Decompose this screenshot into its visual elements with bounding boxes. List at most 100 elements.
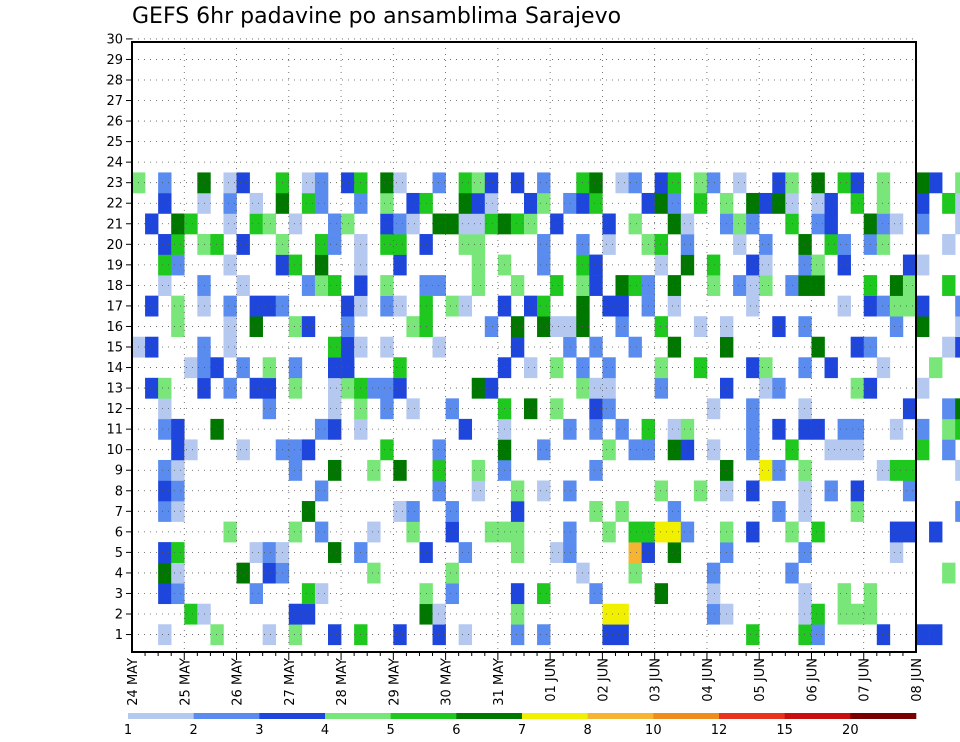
x-tick-label: 31 MAY: [492, 658, 507, 706]
heatmap-cell: [262, 377, 277, 399]
legend-label: 6: [452, 723, 460, 738]
heatmap-cell: [510, 480, 525, 502]
heatmap-cell: [262, 357, 277, 379]
heatmap-cell: [615, 295, 629, 317]
heatmap-cell: [288, 377, 303, 399]
heatmap-cell: [654, 172, 669, 194]
heatmap-cell: [158, 234, 172, 255]
heatmap-cell: [158, 418, 172, 440]
heatmap-cell: [746, 398, 760, 420]
x-tick-label: 25 MAY: [178, 658, 193, 706]
heatmap-cell: [654, 480, 669, 502]
heatmap-cell: [811, 418, 825, 440]
heatmap-cell: [667, 521, 682, 543]
y-tick-label: 9: [115, 464, 123, 479]
heatmap-cell: [393, 295, 407, 317]
heatmap-cell: [902, 275, 917, 296]
heatmap-cell: [942, 418, 956, 440]
heatmap-cell: [432, 603, 446, 625]
heatmap-cell: [563, 418, 577, 440]
heatmap-cell: [171, 583, 185, 605]
heatmap-cell: [602, 295, 616, 317]
y-tick-label: 15: [106, 341, 123, 356]
heatmap-cell: [955, 459, 960, 481]
x-tick-label: 27 MAY: [283, 658, 298, 706]
heatmap-cell: [811, 624, 825, 646]
heatmap-cell: [628, 542, 642, 563]
heatmap-cell: [432, 275, 446, 296]
heatmap-cell: [746, 357, 760, 379]
heatmap-cell: [393, 172, 407, 194]
x-axis: 24 MAY 25 MAY 26 MAY 27 MAY 28 MAY 29 MAY 30 M…: [126, 652, 925, 706]
heatmap-cell: [236, 439, 250, 461]
heatmap-cell: [667, 213, 682, 235]
heatmap-cell: [262, 542, 277, 563]
x-tick-label: 08 JUN: [910, 658, 925, 702]
heatmap-cell: [406, 501, 420, 522]
legend-swatch: [259, 713, 326, 719]
heatmap-cell: [876, 459, 891, 481]
heatmap-cell: [145, 213, 159, 235]
heatmap-cell: [510, 316, 525, 338]
heatmap-cell: [471, 480, 486, 502]
heatmap-cell: [746, 275, 760, 296]
heatmap-cell: [223, 521, 237, 543]
heatmap-cell: [223, 192, 237, 214]
legend-swatch: [390, 713, 457, 719]
heatmap-cell: [158, 459, 172, 481]
heatmap-cell: [288, 459, 303, 481]
heatmap-cell: [537, 172, 551, 194]
heatmap-cell: [942, 562, 956, 584]
heatmap-cell: [667, 542, 682, 563]
x-tick-label: 26 MAY: [231, 658, 246, 706]
heatmap-cell: [837, 172, 851, 194]
heatmap-cell: [667, 418, 682, 440]
heatmap-cell: [628, 439, 642, 461]
heatmap-cell: [563, 316, 577, 338]
y-tick-label: 17: [106, 299, 123, 314]
heatmap-cell: [158, 583, 172, 605]
heatmap-cell: [236, 172, 250, 194]
heatmap-cell: [524, 213, 538, 235]
heatmap-cell: [746, 521, 760, 543]
heatmap-cell: [563, 521, 577, 543]
heatmap-cell: [288, 316, 303, 338]
heatmap-cell: [589, 459, 603, 481]
heatmap-cell: [772, 377, 786, 399]
heatmap-cell: [693, 192, 708, 214]
heatmap-cell: [902, 521, 917, 543]
heatmap-cell: [550, 542, 564, 563]
heatmap-cell: [262, 295, 277, 317]
heatmap-cell: [537, 624, 551, 646]
heatmap-cell: [746, 295, 760, 317]
heatmap-cell: [563, 336, 577, 358]
heatmap-cell: [850, 192, 865, 214]
x-tick-label: 03 JUN: [649, 658, 664, 702]
heatmap-cell: [693, 357, 708, 379]
heatmap-cell: [341, 213, 355, 235]
heatmap-cell: [145, 336, 159, 358]
heatmap-cell: [314, 254, 329, 276]
heatmap-cell: [314, 234, 329, 255]
x-tick-label: 02 JUN: [596, 658, 611, 702]
heatmap-cell: [223, 295, 237, 317]
heatmap-cell: [628, 521, 642, 543]
heatmap-cell: [798, 583, 812, 605]
legend-swatch: [128, 713, 194, 719]
heatmap-cell: [367, 562, 381, 584]
heatmap-cell: [524, 192, 538, 214]
heatmap-cell: [759, 254, 773, 276]
heatmap-cell: [798, 501, 812, 522]
heatmap-cell: [249, 542, 263, 563]
heatmap-cell: [171, 459, 185, 481]
heatmap-cell: [706, 603, 721, 625]
heatmap-cell: [706, 275, 721, 296]
heatmap-cell: [367, 521, 381, 543]
heatmap-cell: [184, 603, 198, 625]
heatmap-cell: [667, 295, 682, 317]
heatmap-cell: [798, 418, 812, 440]
heatmap-cell: [314, 480, 329, 502]
heatmap-cell: [537, 254, 551, 276]
heatmap-cell: [471, 459, 486, 481]
heatmap-cell: [210, 624, 224, 646]
